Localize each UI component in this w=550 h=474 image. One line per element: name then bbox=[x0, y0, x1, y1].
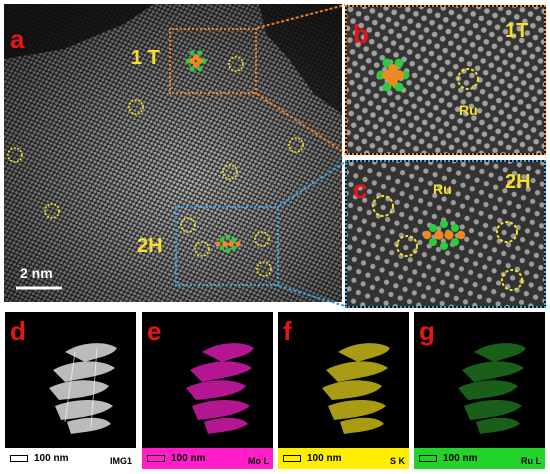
phase-label-2h: 2H bbox=[137, 235, 163, 257]
legend-f: 100 nm S K bbox=[278, 448, 409, 469]
s-eds-map bbox=[322, 343, 390, 434]
panel-label-c: c bbox=[353, 174, 368, 204]
phase-label-c: 2H bbox=[505, 171, 531, 193]
haadf-particle-image bbox=[49, 343, 117, 434]
blue-selection-box bbox=[175, 206, 279, 286]
mo-eds-map bbox=[186, 343, 254, 434]
atom-cluster-b bbox=[376, 58, 410, 92]
panel-label-a: a bbox=[10, 24, 25, 54]
panel-label-g: g bbox=[419, 316, 435, 346]
zoom-lattice-2h bbox=[347, 162, 544, 306]
panel-a-stem-image: a 1 T 2H 2 nm bbox=[4, 4, 342, 302]
atom-cluster-c bbox=[422, 220, 466, 250]
element-label-f: S K bbox=[389, 456, 405, 466]
panel-label-b: b bbox=[353, 19, 369, 49]
atom-cluster-1t bbox=[185, 50, 207, 72]
orange-selection-box bbox=[169, 28, 257, 94]
scale-bar-d bbox=[10, 455, 28, 462]
ru-site-circles-c bbox=[372, 195, 523, 291]
panel-c-zoom-2h: c 2H Ru bbox=[345, 160, 546, 308]
scale-bar-g bbox=[419, 455, 437, 462]
panel-f-s-map: f 100 nm S K bbox=[278, 312, 409, 469]
panel-d-haadf-map: d 100 nm IMG1 bbox=[5, 312, 136, 469]
scale-bar-e bbox=[147, 455, 165, 462]
scale-bar-f bbox=[283, 455, 301, 462]
panel-b-zoom-1t: b 1T Ru bbox=[345, 5, 546, 155]
panel-e-mo-map: e 100 nm Mo L bbox=[142, 312, 273, 469]
ru-eds-map bbox=[458, 343, 526, 434]
phase-label-1t: 1 T bbox=[131, 47, 160, 69]
scale-text-e: 100 nm bbox=[171, 453, 206, 464]
panel-g-ru-map: g 100 nm Ru L bbox=[414, 312, 545, 469]
element-label-d: IMG1 bbox=[109, 456, 132, 466]
scale-text-g: 100 nm bbox=[443, 453, 478, 464]
scale-label-a: 2 nm bbox=[20, 265, 53, 281]
ru-label-b: Ru bbox=[459, 102, 478, 118]
ru-site-markers bbox=[7, 50, 304, 290]
ru-site-circle-b bbox=[457, 68, 479, 90]
ru-label-c: Ru bbox=[433, 181, 452, 197]
panel-label-f: f bbox=[283, 316, 292, 346]
legend-e: 100 nm Mo L bbox=[142, 448, 273, 469]
panel-label-e: e bbox=[147, 316, 162, 346]
element-label-e: Mo L bbox=[248, 456, 269, 466]
zoom-lattice-1t bbox=[347, 7, 544, 153]
atom-cluster-2h bbox=[215, 234, 241, 254]
legend-g: 100 nm Ru L bbox=[414, 448, 545, 469]
legend-d: 100 nm IMG1 bbox=[5, 448, 136, 469]
scale-text-f: 100 nm bbox=[307, 453, 342, 464]
element-label-g: Ru L bbox=[521, 456, 541, 466]
phase-label-b: 1T bbox=[505, 20, 529, 42]
panel-label-d: d bbox=[10, 316, 26, 346]
scale-text-d: 100 nm bbox=[34, 453, 69, 464]
